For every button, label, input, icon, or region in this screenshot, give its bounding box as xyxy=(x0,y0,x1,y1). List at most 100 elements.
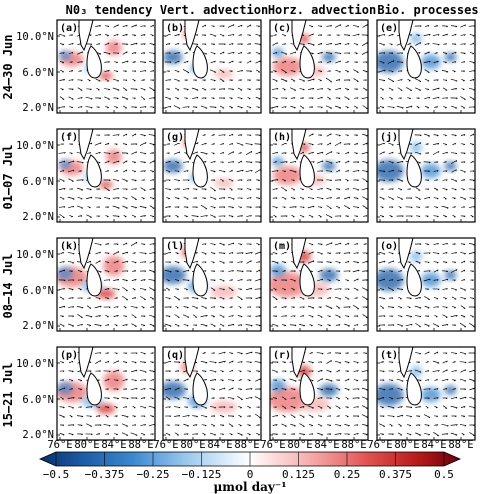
map-panel: (o) xyxy=(376,237,476,332)
field-blob xyxy=(377,383,404,407)
panel-label-box xyxy=(58,239,75,252)
panel-label: (t) xyxy=(380,350,398,361)
field-blob xyxy=(410,142,423,154)
row-title-15-21-jul: 15–21 Jul xyxy=(1,362,15,427)
row-title-24-30-jun: 24–30 Jun xyxy=(1,34,15,99)
panel-label: (a) xyxy=(60,23,78,34)
colorbar-tick-label: 0.25 xyxy=(334,468,361,481)
x-axis-labels: 76°E 80°E 84°E 88°E 76°E 80°E 84°E 88°E … xyxy=(47,439,473,451)
panel-label: (g) xyxy=(166,132,184,143)
field-blob xyxy=(99,181,113,189)
y-tick-10n-row4: 10.0°N xyxy=(16,358,54,370)
x-tick-76e-col3: 76°E xyxy=(260,439,285,451)
panel-frame xyxy=(376,128,476,223)
x-tick-76e-col2: 76°E xyxy=(153,439,178,451)
sri-lanka-landmass xyxy=(299,372,315,406)
field-blob xyxy=(319,383,339,397)
panel-label-box xyxy=(164,348,181,361)
y-tick-6n-row4: 6.0°N xyxy=(22,394,54,406)
map-panel: (r) xyxy=(269,346,369,441)
field-blob xyxy=(377,50,404,74)
panel-label: (h) xyxy=(273,132,291,143)
panel-label: (c) xyxy=(273,23,291,34)
panel-frame xyxy=(269,346,369,441)
sri-lanka-landmass xyxy=(299,45,315,79)
india-landmass xyxy=(184,128,200,161)
current-vectors xyxy=(58,133,155,219)
field-blob xyxy=(421,387,441,403)
current-vectors xyxy=(164,24,261,110)
field-blob xyxy=(163,50,183,64)
panel-label-box xyxy=(378,239,395,252)
field-shading xyxy=(270,250,339,298)
panel-label-box xyxy=(271,348,288,361)
panel-label: (q) xyxy=(166,350,184,361)
india-landmass xyxy=(78,19,94,52)
field-blob xyxy=(106,40,122,56)
sri-lanka-landmass xyxy=(406,372,422,406)
field-blob xyxy=(99,72,113,80)
panel-frame xyxy=(162,19,262,114)
india-landmass xyxy=(398,19,414,52)
panel-label: (r) xyxy=(273,350,291,361)
x-tick-84e-col2: 84°E xyxy=(207,439,232,451)
india-landmass xyxy=(398,128,414,161)
sri-lanka-landmass xyxy=(192,154,208,188)
y-axis-labels: 10.0°N 6.0°N 2.0°N 10.0°N 6.0°N 2.0°N 10… xyxy=(16,31,54,441)
field-blob xyxy=(377,159,404,183)
y-tick-10n-row1: 10.0°N xyxy=(16,31,54,43)
sri-lanka-landmass xyxy=(86,372,102,406)
current-vectors xyxy=(378,132,475,218)
field-blob xyxy=(421,163,441,179)
current-vectors xyxy=(271,351,368,436)
field-blob xyxy=(444,385,457,395)
sri-lanka-landmass xyxy=(192,263,208,297)
panel-label: (m) xyxy=(273,241,291,252)
map-panel: (p) xyxy=(56,346,156,441)
sri-lanka-landmass xyxy=(86,263,102,297)
panel-frame xyxy=(162,237,262,332)
map-panel: (g) xyxy=(162,128,262,223)
y-tick-2n-row3: 2.0°N xyxy=(22,320,54,332)
panel-background xyxy=(163,20,261,113)
panel-label: (e) xyxy=(380,23,398,34)
panel-frame xyxy=(162,346,262,441)
panel-label-box xyxy=(271,239,288,252)
field-shading xyxy=(57,255,125,299)
field-blob xyxy=(103,370,125,391)
current-vectors xyxy=(271,24,368,109)
y-tick-10n-row2: 10.0°N xyxy=(16,140,54,152)
sri-lanka-landmass xyxy=(406,154,422,188)
x-tick-80e-col4: 80°E xyxy=(394,439,419,451)
sri-lanka-landmass xyxy=(406,45,422,79)
sri-lanka-landmass xyxy=(192,372,208,406)
panel-frame xyxy=(269,237,369,332)
panel-label-box xyxy=(164,130,181,143)
map-panel: (j) xyxy=(376,128,476,223)
field-blob xyxy=(96,403,116,414)
panel-label-box xyxy=(164,21,181,34)
colorbar-tick-label: −0.5 xyxy=(43,468,70,481)
india-landmass xyxy=(398,346,414,379)
field-blob xyxy=(213,178,234,188)
panel-label-box xyxy=(164,239,181,252)
panel-label-box xyxy=(378,348,395,361)
x-tick-88e-col3: 88°E xyxy=(341,439,366,451)
colorbar-tick-label: 0 xyxy=(247,468,254,481)
x-tick-80e-col3: 80°E xyxy=(287,439,312,451)
map-panel: (k) xyxy=(56,237,156,332)
field-blob xyxy=(58,50,71,60)
current-vectors xyxy=(378,351,475,437)
field-blob xyxy=(272,166,303,185)
row-title-08-14-jul: 08–14 Jul xyxy=(1,253,15,318)
india-landmass xyxy=(184,19,200,52)
field-blob xyxy=(213,69,234,79)
field-blob xyxy=(444,52,457,62)
y-tick-6n-row1: 6.0°N xyxy=(22,67,54,79)
field-blob xyxy=(272,57,303,76)
field-blob xyxy=(163,159,183,173)
panel-frame xyxy=(56,19,156,114)
map-panel: (e) xyxy=(376,19,476,114)
x-tick-80e-col1: 80°E xyxy=(74,439,99,451)
map-panel: (m) xyxy=(269,237,369,332)
